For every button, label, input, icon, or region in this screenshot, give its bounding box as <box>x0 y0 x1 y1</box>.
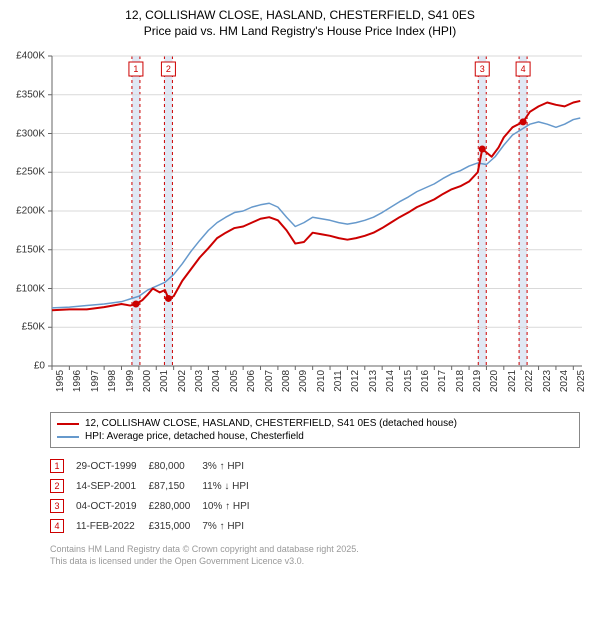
x-tick-label: 2006 <box>246 370 257 392</box>
transaction-marker: 2 <box>50 479 64 493</box>
transactions-table: 1 29-OCT-1999£80,0003% ↑ HPI 2 14-SEP-2001£… <box>50 456 262 536</box>
svg-text:2: 2 <box>166 64 171 74</box>
x-tick-label: 1999 <box>125 370 136 392</box>
x-tick-label: 2007 <box>264 370 275 392</box>
x-tick-label: 1995 <box>55 370 66 392</box>
x-tick-label: 2019 <box>472 370 483 392</box>
x-tick-label: 2012 <box>350 370 361 392</box>
y-tick-label: £400K <box>16 51 45 62</box>
y-tick-label: £150K <box>16 244 45 255</box>
y-tick-label: £350K <box>16 89 45 100</box>
transaction-delta: 11% ↓ HPI <box>202 476 261 496</box>
transaction-date: 04-OCT-2019 <box>76 496 149 516</box>
x-tick-label: 2001 <box>159 370 170 392</box>
transaction-marker: 3 <box>50 499 64 513</box>
transaction-row: 3 04-OCT-2019£280,00010% ↑ HPI <box>50 496 262 516</box>
x-tick-label: 2003 <box>194 370 205 392</box>
x-tick-label: 2009 <box>298 370 309 392</box>
transaction-marker: 1 <box>50 459 64 473</box>
x-tick-label: 2013 <box>368 370 379 392</box>
legend-row: 12, COLLISHAW CLOSE, HASLAND, CHESTERFIE… <box>57 417 573 430</box>
transaction-price: £80,000 <box>149 456 203 476</box>
transaction-row: 1 29-OCT-1999£80,0003% ↑ HPI <box>50 456 262 476</box>
svg-text:4: 4 <box>521 64 526 74</box>
x-tick-label: 2020 <box>489 370 500 392</box>
chart-title-line1: 12, COLLISHAW CLOSE, HASLAND, CHESTERFIE… <box>0 0 600 24</box>
x-tick-label: 2021 <box>507 370 518 392</box>
transaction-row: 2 14-SEP-2001£87,15011% ↓ HPI <box>50 476 262 496</box>
line-chart-svg: 1 2 3 4 <box>0 46 600 406</box>
x-tick-label: 2025 <box>576 370 587 392</box>
footer-attribution: Contains HM Land Registry data © Crown c… <box>50 544 580 567</box>
transaction-row: 4 11-FEB-2022£315,0007% ↑ HPI <box>50 516 262 536</box>
chart-title-line2: Price paid vs. HM Land Registry's House … <box>0 24 600 46</box>
chart-area: 1 2 3 4 £0 £50K £100K £150K £200K £250K £300K £350… <box>0 46 600 406</box>
x-tick-label: 2016 <box>420 370 431 392</box>
transaction-delta: 3% ↑ HPI <box>202 456 261 476</box>
x-tick-label: 2024 <box>559 370 570 392</box>
x-tick-label: 2015 <box>403 370 414 392</box>
x-tick-label: 2000 <box>142 370 153 392</box>
transaction-price: £280,000 <box>149 496 203 516</box>
x-tick-label: 2005 <box>229 370 240 392</box>
x-tick-label: 2011 <box>333 370 344 392</box>
legend: 12, COLLISHAW CLOSE, HASLAND, CHESTERFIE… <box>50 412 580 448</box>
y-tick-label: £0 <box>34 361 45 372</box>
x-tick-label: 2004 <box>211 370 222 392</box>
x-tick-label: 2008 <box>281 370 292 392</box>
legend-swatch <box>57 436 79 438</box>
legend-swatch <box>57 423 79 425</box>
x-tick-label: 1997 <box>90 370 101 392</box>
legend-row: HPI: Average price, detached house, Ches… <box>57 430 573 443</box>
x-tick-label: 1998 <box>107 370 118 392</box>
transaction-price: £87,150 <box>149 476 203 496</box>
transaction-date: 29-OCT-1999 <box>76 456 149 476</box>
transaction-marker: 4 <box>50 519 64 533</box>
y-tick-label: £250K <box>16 167 45 178</box>
y-tick-label: £50K <box>22 322 45 333</box>
footer-line1: Contains HM Land Registry data © Crown c… <box>50 544 580 556</box>
transaction-delta: 10% ↑ HPI <box>202 496 261 516</box>
x-tick-label: 1996 <box>72 370 83 392</box>
y-tick-label: £100K <box>16 283 45 294</box>
x-tick-label: 2017 <box>437 370 448 392</box>
x-tick-label: 2014 <box>385 370 396 392</box>
x-tick-label: 2022 <box>524 370 535 392</box>
x-tick-label: 2023 <box>542 370 553 392</box>
transaction-date: 11-FEB-2022 <box>76 516 149 536</box>
transaction-delta: 7% ↑ HPI <box>202 516 261 536</box>
footer-line2: This data is licensed under the Open Gov… <box>50 556 580 568</box>
y-tick-label: £200K <box>16 206 45 217</box>
x-tick-label: 2002 <box>177 370 188 392</box>
legend-label: 12, COLLISHAW CLOSE, HASLAND, CHESTERFIE… <box>85 418 457 429</box>
svg-text:3: 3 <box>480 64 485 74</box>
transaction-date: 14-SEP-2001 <box>76 476 149 496</box>
x-tick-label: 2010 <box>316 370 327 392</box>
svg-text:1: 1 <box>133 64 138 74</box>
x-tick-label: 2018 <box>455 370 466 392</box>
y-tick-label: £300K <box>16 128 45 139</box>
legend-label: HPI: Average price, detached house, Ches… <box>85 431 304 442</box>
transaction-price: £315,000 <box>149 516 203 536</box>
